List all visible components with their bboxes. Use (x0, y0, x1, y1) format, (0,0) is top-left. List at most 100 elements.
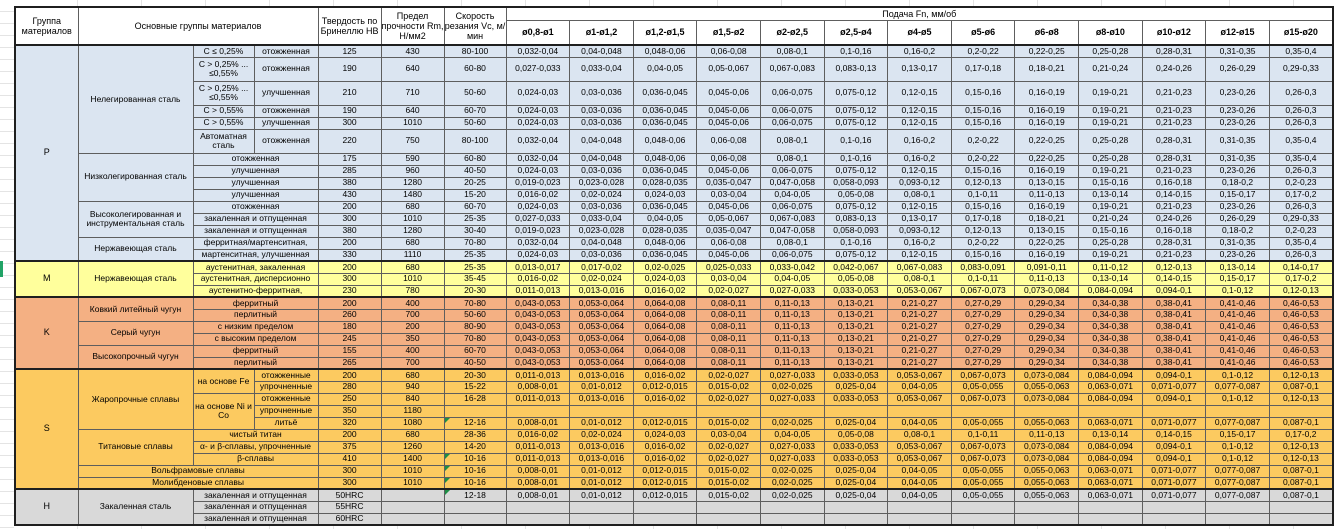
cell-feed[interactable]: 0,083-0,13 (823, 56, 889, 82)
cell-feed[interactable]: 0,05-0,055 (950, 416, 1016, 430)
cell-feed[interactable]: 0,1-0,12 (1205, 392, 1270, 406)
cell-feed[interactable]: 0,13-0,21 (823, 296, 889, 310)
col-header-diameter[interactable]: ø15-ø20 (1268, 19, 1334, 46)
cell-feed[interactable]: 0,063-0,071 (1078, 488, 1143, 502)
cell-feed[interactable]: 0,027-0,033 (759, 440, 825, 454)
cell-feed[interactable]: 0,16-0,19 (1014, 200, 1080, 214)
cell-feed[interactable]: 0,064-0,08 (632, 296, 698, 310)
cell-subtype[interactable]: α- и β-сплавы, упрочненные (192, 440, 319, 454)
cell-feed[interactable]: 0,26-0,3 (1268, 104, 1334, 118)
cell-feed[interactable] (1078, 500, 1143, 514)
cell-subtype[interactable]: C > 0,55% (192, 104, 255, 118)
cell-feed[interactable]: 0,2-0,22 (950, 152, 1016, 166)
cell-feed[interactable]: 0,05-0,067 (696, 56, 761, 82)
cell-feed[interactable]: 0,016-0,02 (505, 428, 571, 442)
cell-feed[interactable]: 0,12-0,13 (1268, 452, 1334, 466)
cell-hardness[interactable]: 350 (317, 404, 382, 418)
cell-speed[interactable]: 16-28 (443, 392, 507, 406)
cell-feed[interactable]: 0,13-0,15 (1014, 224, 1080, 238)
cell-feed[interactable]: 0,032-0,04 (505, 236, 571, 250)
cell-feed[interactable]: 0,048-0,06 (632, 44, 698, 58)
cell-feed[interactable]: 0,21-0,23 (1141, 80, 1207, 106)
cell-hardness[interactable]: 300 (317, 476, 382, 490)
cell-feed[interactable]: 0,016-0,02 (632, 368, 698, 382)
cell-feed[interactable]: 0,028-0,035 (632, 176, 698, 190)
cell-feed[interactable]: 0,011-0,013 (505, 392, 571, 406)
cell-feed[interactable]: 0,01-0,012 (569, 380, 634, 394)
cell-feed[interactable]: 0,08-0,1 (759, 128, 825, 154)
cell-feed[interactable]: 0,071-0,077 (1141, 488, 1207, 502)
cell-feed[interactable]: 0,13-0,21 (823, 308, 889, 322)
cell-speed[interactable]: 70-80 (443, 296, 507, 310)
cell-feed[interactable] (696, 500, 761, 514)
cell-feed[interactable]: 0,036-0,045 (632, 116, 698, 130)
cell-feed[interactable]: 0,01-0,012 (569, 488, 634, 502)
cell-feed[interactable]: 0,11-0,13 (759, 320, 825, 334)
cell-feed[interactable]: 0,06-0,08 (696, 44, 761, 58)
cell-feed[interactable] (1078, 404, 1143, 418)
cell-feed[interactable]: 0,063-0,071 (1078, 380, 1143, 394)
cell-feed[interactable]: 0,05-0,08 (823, 428, 889, 442)
cell-feed[interactable]: 0,008-0,01 (505, 416, 571, 430)
cell-subtype[interactable]: улучшенная (192, 176, 319, 190)
cell-hardness[interactable]: 245 (317, 332, 382, 346)
col-header-diameter[interactable]: ø6-ø8 (1014, 19, 1080, 46)
col-header-feed-band[interactable]: Подача Fn, мм/об (505, 6, 1334, 21)
cell-hardness[interactable]: 410 (317, 452, 382, 466)
cell-feed[interactable]: 0,075-0,12 (823, 80, 889, 106)
cell-feed[interactable]: 0,11-0,13 (759, 296, 825, 310)
cell-feed[interactable]: 0,38-0,41 (1141, 320, 1207, 334)
cell-feed[interactable]: 0,2-0,22 (950, 128, 1016, 154)
cell-feed[interactable]: 0,01-0,012 (569, 464, 634, 478)
cell-feed[interactable]: 0,032-0,04 (505, 44, 571, 58)
cell-feed[interactable]: 0,03-0,036 (569, 248, 634, 262)
cell-material[interactable]: Жаропрочные сплавы (77, 368, 194, 430)
cell-feed[interactable]: 0,04-0,05 (887, 380, 952, 394)
cell-feed[interactable]: 0,05-0,055 (950, 380, 1016, 394)
cell-feed[interactable]: 0,41-0,46 (1205, 332, 1270, 346)
cell-feed[interactable]: 0,036-0,045 (632, 200, 698, 214)
cell-feed[interactable]: 0,21-0,23 (1141, 104, 1207, 118)
cell-feed[interactable]: 0,064-0,08 (632, 332, 698, 346)
cell-subtype[interactable]: литьё (253, 416, 319, 430)
cell-feed[interactable]: 0,03-0,036 (569, 116, 634, 130)
cell-feed[interactable]: 0,008-0,01 (505, 464, 571, 478)
cell-feed[interactable]: 0,23-0,26 (1205, 200, 1270, 214)
cell-speed[interactable]: 50-60 (443, 80, 507, 106)
cell-feed[interactable]: 0,14-0,17 (1268, 260, 1334, 274)
cell-feed[interactable]: 0,12-0,15 (887, 116, 952, 130)
cell-subtype[interactable]: чистый титан (192, 428, 319, 442)
cell-speed[interactable]: 25-35 (443, 248, 507, 262)
cell-strength[interactable]: 1080 (380, 416, 445, 430)
cell-strength[interactable]: 590 (380, 152, 445, 166)
cell-subtype[interactable]: улучшенная (192, 164, 319, 178)
cell-strength[interactable]: 1010 (380, 464, 445, 478)
cell-material[interactable]: Молибденовые сплавы (77, 476, 319, 490)
cell-feed[interactable]: 0,04-0,05 (887, 416, 952, 430)
cell-feed[interactable]: 0,25-0,28 (1078, 44, 1143, 58)
cell-hardness[interactable]: 190 (317, 104, 382, 118)
cell-subtype[interactable]: закаленная и отпущенная (192, 488, 319, 502)
cell-feed[interactable]: 0,21-0,27 (887, 296, 952, 310)
cell-feed[interactable]: 0,38-0,41 (1141, 308, 1207, 322)
cell-feed[interactable] (1141, 512, 1207, 526)
cell-feed[interactable]: 0,075-0,12 (823, 164, 889, 178)
cell-subtype[interactable]: C > 0,55% (192, 116, 255, 130)
cell-feed[interactable]: 0,11-0,13 (759, 344, 825, 358)
cell-feed[interactable]: 0,21-0,23 (1141, 200, 1207, 214)
cell-strength[interactable]: 1010 (380, 272, 445, 286)
cell-feed[interactable]: 0,17-0,2 (1268, 272, 1334, 286)
cell-feed[interactable]: 0,053-0,064 (569, 332, 634, 346)
cell-feed[interactable]: 0,023-0,028 (569, 176, 634, 190)
cell-speed[interactable]: 14-20 (443, 440, 507, 454)
cell-strength[interactable]: 700 (380, 308, 445, 322)
cell-feed[interactable]: 0,15-0,16 (950, 80, 1016, 106)
cell-feed[interactable] (887, 404, 952, 418)
cell-speed[interactable]: 60-70 (443, 104, 507, 118)
cell-strength[interactable]: 1010 (380, 212, 445, 226)
cell-feed[interactable]: 0,21-0,27 (887, 320, 952, 334)
cell-feed[interactable]: 0,34-0,38 (1078, 344, 1143, 358)
cell-feed[interactable]: 0,19-0,21 (1078, 116, 1143, 130)
cell-feed[interactable]: 0,1-0,12 (1205, 440, 1270, 454)
cell-subtype[interactable]: C > 0,25% ... ≤0,55% (192, 80, 255, 106)
